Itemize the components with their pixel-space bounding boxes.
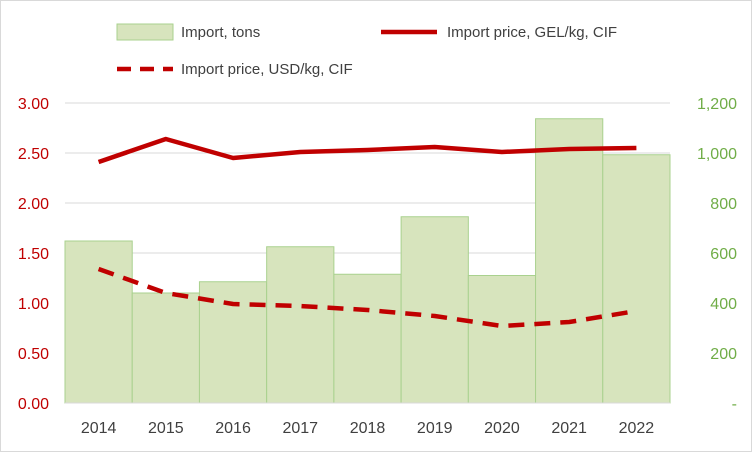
x-tick-label: 2017 [282,420,318,437]
right-tick-label: 1,200 [697,96,737,113]
legend-label-usd-price: Import price, USD/kg, CIF [181,61,353,78]
bars [64,118,671,404]
x-tick-label: 2016 [215,420,251,437]
legend: Import, tons Import price, GEL/kg, CIF I… [116,23,617,78]
right-tick-label: - [732,396,737,413]
left-tick-label: 1.00 [18,296,49,313]
bar-2017 [266,246,335,404]
x-tick-label: 2020 [484,420,520,437]
left-tick-label: 2.50 [18,146,49,163]
price-lines [97,136,637,329]
bar-2014 [64,240,133,404]
x-tick-label: 2022 [619,420,655,437]
bar-2022 [602,154,671,404]
bar-2019 [400,216,469,404]
x-tick-label: 2021 [551,420,587,437]
legend-label-gel-price: Import price, GEL/kg, CIF [447,24,617,41]
right-tick-label: 400 [710,296,737,313]
legend-label-import-tons: Import, tons [181,24,260,41]
x-tick-label: 2018 [350,420,386,437]
right-tick-label: 1,000 [697,146,737,163]
right-tick-label: 600 [710,246,737,263]
left-tick-label: 0.00 [18,396,49,413]
legend-swatch-import-tons [116,23,174,41]
x-tick-label: 2019 [417,420,453,437]
usd-price-line [97,266,637,329]
bar-2021 [535,118,604,404]
left-axis-ticks: 0.00 0.50 1.00 1.50 2.00 2.50 3.00 [18,96,49,413]
x-tick-label: 2014 [81,420,117,437]
right-tick-label: 200 [710,346,737,363]
bar-2018 [333,273,402,404]
right-axis-ticks: - 200 400 600 800 1,000 1,200 [697,96,737,413]
bar-2015 [131,292,200,404]
x-tick-label: 2015 [148,420,184,437]
left-tick-label: 0.50 [18,346,49,363]
gel-price-line [97,136,637,165]
left-tick-label: 1.50 [18,246,49,263]
x-axis-ticks: 2014 2015 2016 2017 2018 2019 2020 2021 2022 [81,420,654,437]
bar-2020 [467,275,537,404]
left-tick-label: 2.00 [18,196,49,213]
left-tick-label: 3.00 [18,96,49,113]
right-tick-label: 800 [710,196,737,213]
